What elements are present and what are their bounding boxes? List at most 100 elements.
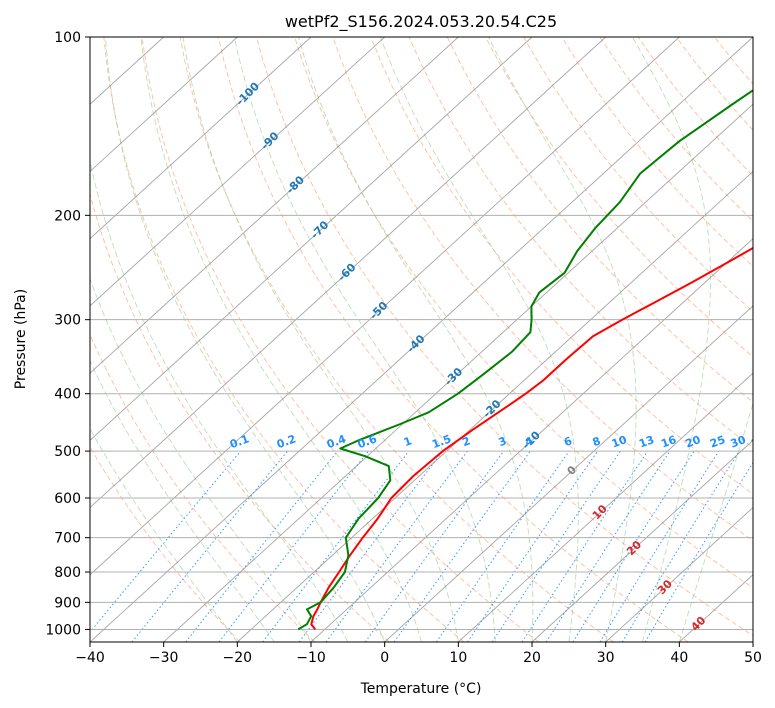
x-tick-label: −20	[223, 650, 253, 666]
mixing-ratio-label: 8	[591, 434, 603, 449]
mixing-ratio-label: 0.1	[228, 432, 251, 451]
mixing-ratio-label: 13	[637, 433, 656, 450]
isotherm-line	[90, 37, 606, 509]
mixing-ratio-label: 0.2	[275, 432, 298, 451]
mixing-ratio-line	[131, 450, 288, 642]
chart-title: wetPf2_S156.2024.053.20.54.C25	[285, 12, 557, 32]
moist-adiabat	[90, 427, 238, 642]
dry-adiabat	[294, 37, 753, 589]
mixing-ratio-label: 25	[708, 433, 727, 450]
isotherm-line	[90, 37, 312, 240]
mixing-ratio-label: 3	[497, 434, 509, 449]
axis-ticks: −40 −30 −20 −10 0 10 20 30 40 50 1000 900 800 700 600 5…	[45, 30, 762, 666]
temperature-profile	[310, 246, 753, 631]
y-tick-label: 400	[54, 387, 81, 403]
mixing-ratio-label: 20	[684, 433, 703, 451]
isotherm-line	[384, 305, 753, 642]
y-tick-label: 500	[54, 444, 81, 460]
moist-adiabat	[488, 37, 637, 642]
isotherm-line	[90, 37, 459, 374]
mixing-ratio-line	[325, 450, 468, 642]
dry-adiabat	[332, 37, 753, 542]
y-tick-label: 200	[54, 208, 81, 224]
moist-adiabat	[105, 37, 386, 642]
isotherm-line	[752, 641, 753, 642]
mixing-ratio-line	[644, 461, 753, 642]
moist-adiabat	[182, 37, 459, 642]
isotherm-line	[310, 238, 753, 642]
mixing-ratio-label: 1.5	[430, 432, 453, 451]
mixing-ratio-line	[298, 450, 444, 642]
isotherm-label: -100	[233, 79, 262, 108]
moist-adiabat	[90, 359, 275, 642]
mixing-ratio-line	[364, 450, 505, 642]
x-tick-label: 20	[523, 650, 541, 666]
x-tick-label: −30	[149, 650, 179, 666]
y-tick-label: 100	[54, 30, 81, 46]
mixing-ratio-line	[262, 450, 410, 642]
dry-adiabat	[90, 333, 316, 642]
moist-adiabat	[380, 37, 579, 642]
y-tick-label: 800	[54, 565, 81, 581]
y-axis-label: Pressure (hPa)	[13, 289, 29, 389]
dry-adiabat	[675, 37, 753, 131]
mixing-ratio-label: 2	[461, 434, 473, 449]
moist-adiabat	[233, 37, 496, 642]
mixing-ratio-label: 4	[523, 434, 535, 449]
x-tick-label: −40	[75, 650, 105, 666]
isotherm-line	[90, 37, 238, 173]
x-axis-label: Temperature (°C)	[360, 681, 482, 697]
x-tick-label: −10	[296, 650, 326, 666]
grid-layer	[90, 37, 753, 642]
isotherm-line	[605, 506, 753, 642]
isotherm-line	[163, 103, 753, 642]
plot-frame	[89, 36, 754, 643]
x-tick-label: 10	[449, 650, 467, 666]
dry-adiabat	[103, 37, 465, 642]
x-tick-label: 0	[380, 650, 389, 666]
dry-adiabat	[561, 37, 753, 267]
dry-adiabat	[217, 37, 689, 642]
mixing-ratio-label: 16	[659, 433, 678, 451]
dry-adiabat	[637, 37, 753, 177]
line-label-layer: -100-90-80-70-60-50-40-30-20-10010203040…	[228, 79, 768, 633]
moist-adiabat	[678, 401, 753, 642]
isotherm-line	[90, 37, 385, 307]
mixing-ratio-line	[621, 450, 740, 642]
mixing-ratio-label: 0.6	[356, 432, 379, 451]
mixing-ratio-label: 30	[729, 433, 748, 451]
y-tick-label: 700	[54, 531, 81, 547]
dewpoint-profile	[297, 89, 753, 631]
dry-adiabat	[714, 37, 753, 85]
mixing-ratio-label: 36	[749, 433, 768, 451]
mixing-ratio-line	[467, 450, 599, 642]
mixing-ratio-line	[572, 450, 695, 642]
mixing-ratio-line	[545, 450, 671, 642]
moist-adiabat	[90, 277, 312, 642]
mixing-ratio-line	[435, 450, 570, 642]
dry-adiabat	[90, 192, 390, 642]
dry-adiabat	[141, 37, 540, 642]
mixing-ratio-label: 10	[610, 433, 629, 451]
x-tick-label: 50	[744, 650, 762, 666]
isotherm-line	[531, 439, 753, 642]
mixing-ratio-line	[185, 450, 338, 642]
dry-adiabat	[446, 37, 753, 403]
mixing-ratio-line	[218, 450, 369, 642]
profile-layer	[297, 89, 753, 631]
dry-adiabat	[179, 37, 614, 642]
dry-adiabat	[90, 445, 241, 642]
isotherm-line	[90, 37, 533, 441]
mixing-ratio-line	[491, 450, 621, 642]
isotherm-line	[90, 37, 680, 576]
x-tick-label: 40	[670, 650, 688, 666]
mixing-ratio-line	[90, 450, 242, 633]
mixing-ratio-label: 6	[562, 434, 574, 449]
moist-adiabat	[140, 37, 422, 642]
mixing-ratio-label: 1	[402, 434, 414, 449]
isotherm-line	[237, 170, 753, 642]
isotherm-line	[90, 37, 753, 642]
moist-adiabat	[297, 37, 534, 642]
dry-adiabat	[752, 37, 753, 39]
